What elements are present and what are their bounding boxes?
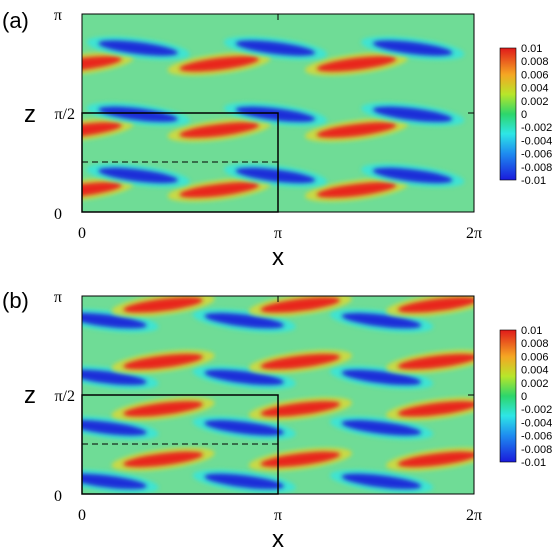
panel-a-colorbar-label: -0.002 xyxy=(521,122,552,134)
panel-a-positive-streak xyxy=(179,122,259,138)
panel-b-ticks xyxy=(81,295,475,495)
panel-a-colorbar-label: 0.008 xyxy=(521,56,549,68)
panel-b-positive-streak xyxy=(260,401,341,417)
panel-a-xtick-0: 0 xyxy=(78,225,86,242)
panel-b-colorbar-label: 0.008 xyxy=(521,338,549,350)
panel-b-xlabel: x xyxy=(272,526,284,553)
panel-b-negative-streak xyxy=(341,369,422,386)
panel-a-positive-streak xyxy=(82,122,122,138)
panel-a-negative-streak xyxy=(235,40,316,56)
panel-a-ylabel: z xyxy=(24,101,36,128)
panel-b-colorbar-label: 0 xyxy=(521,391,527,403)
panel-b-ylabel: z xyxy=(24,382,36,409)
panel-b-colorbar-label: -0.006 xyxy=(521,431,552,443)
panel-b-positive-streak xyxy=(397,353,474,370)
panel-a-positive-streak xyxy=(179,56,259,72)
panel-b-positive-streak xyxy=(397,451,474,468)
panel-a-positive-streak xyxy=(179,182,259,198)
panel-b-negative-streak xyxy=(82,473,147,490)
panel-b-colorbar-label: -0.002 xyxy=(521,404,552,416)
panel-b-ytick-pi: π xyxy=(54,289,62,306)
panel-a-negative-streak xyxy=(98,40,178,56)
panel-a: (a) 0 π 2π 0 π/2 π x z 0.010.0080.0060.0… xyxy=(2,7,552,271)
panel-b-negative-streak xyxy=(341,420,422,436)
panel-a-colorbar-label: 0.006 xyxy=(521,69,549,81)
panel-a-streaks xyxy=(82,36,465,202)
panel-a-colorbar-label: -0.006 xyxy=(521,149,552,161)
panel-b-positive-streak xyxy=(397,401,474,417)
panel-a-negative-streak xyxy=(235,106,316,123)
panel-b-negative-streak xyxy=(204,420,284,436)
panel-a-colorbar-label: 0.004 xyxy=(521,83,549,95)
panel-b-streaks xyxy=(82,296,474,494)
panel-b-positive-streak xyxy=(123,353,203,370)
panel-b-negative-streak xyxy=(341,312,422,329)
panel-b-positive-streak xyxy=(260,353,341,370)
panel-b-negative-streak xyxy=(82,369,147,386)
panel-a-positive-streak xyxy=(316,56,397,72)
panel-b-positive-streak xyxy=(397,297,474,313)
panel-a-colorbar-label: -0.008 xyxy=(521,162,552,174)
panel-a-label: (a) xyxy=(2,8,29,33)
panel-b-negative-streak xyxy=(341,473,422,490)
panel-a-xtick-pi: π xyxy=(274,225,282,242)
panel-a-ticks xyxy=(81,13,475,213)
panel-a-negative-streak xyxy=(98,167,178,184)
panel-a-negative-streak xyxy=(372,40,453,56)
panel-b-colorbar-label: -0.01 xyxy=(521,457,546,469)
panel-b-colorbar-label: -0.008 xyxy=(521,444,552,456)
panel-b: (b) 0 π 2π 0 π/2 π x z 0.010.0080.0060.0… xyxy=(2,288,552,553)
panel-b-colorbar-label: 0.004 xyxy=(521,365,549,377)
panel-a-ytick-0: 0 xyxy=(54,206,62,223)
panel-a-colorbar-label: 0.01 xyxy=(521,43,542,55)
panel-b-negative-streak xyxy=(204,473,284,490)
panel-a-negative-streak xyxy=(98,106,178,123)
panel-b-colorbar-label: 0.002 xyxy=(521,378,549,390)
panel-a-positive-streak xyxy=(316,182,397,198)
panel-b-positive-streak xyxy=(123,401,203,417)
panel-a-negative-streak xyxy=(372,167,453,184)
panel-b-colorbar-ramp xyxy=(499,329,517,463)
panel-a-colorbar-label: 0.002 xyxy=(521,96,549,108)
panel-b-positive-streak xyxy=(260,297,341,313)
panel-a-colorbar-label: -0.004 xyxy=(521,135,552,147)
panel-b-xtick-2pi: 2π xyxy=(466,507,482,524)
panel-b-negative-streak xyxy=(82,420,147,436)
panel-a-positive-streak xyxy=(82,56,122,72)
panel-b-colorbar-label: -0.004 xyxy=(521,417,552,429)
panel-a-ytick-pi2: π/2 xyxy=(54,106,75,123)
panel-a-colorbar-ramp xyxy=(499,47,517,181)
panel-b-negative-streak xyxy=(204,369,284,386)
panel-b-label: (b) xyxy=(2,288,29,313)
panel-a-ytick-pi: π xyxy=(54,7,62,24)
panel-a-xlabel: x xyxy=(272,244,284,271)
panel-a-positive-streak xyxy=(316,122,397,138)
panel-b-colorbar-label: 0.006 xyxy=(521,351,549,363)
panel-b-negative-streak xyxy=(82,312,147,329)
panel-a-colorbar-label: 0 xyxy=(521,109,527,121)
panel-b-negative-streak xyxy=(204,312,284,329)
panel-a-negative-streak xyxy=(235,167,316,184)
panel-a-colorbar-label: -0.01 xyxy=(521,175,546,187)
panel-b-xtick-0: 0 xyxy=(78,507,86,524)
panel-b-positive-streak xyxy=(123,297,203,313)
panel-b-xtick-pi: π xyxy=(274,507,282,524)
panel-b-ytick-0: 0 xyxy=(54,488,62,505)
panel-b-ytick-pi2: π/2 xyxy=(54,388,75,405)
panel-a-positive-streak xyxy=(82,182,122,198)
panel-b-positive-streak xyxy=(123,451,203,468)
panel-b-colorbar-label: 0.01 xyxy=(521,325,542,337)
panel-a-negative-streak xyxy=(372,106,453,123)
panel-b-positive-streak xyxy=(260,451,341,468)
panel-a-xtick-2pi: 2π xyxy=(466,225,482,242)
